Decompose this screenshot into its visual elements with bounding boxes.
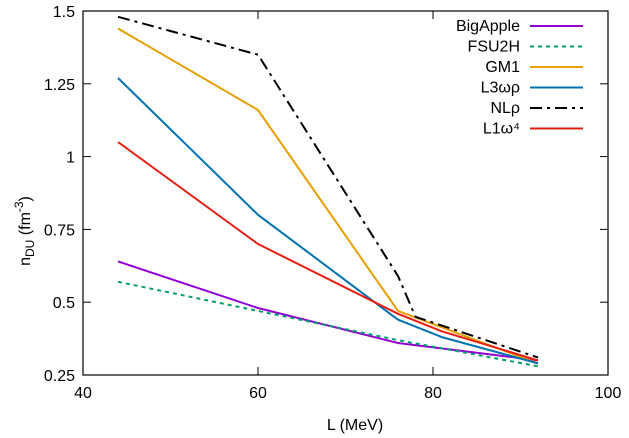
y-axis-label-unit-open: (fm <box>17 212 34 240</box>
x-axis-label: L (MeV) <box>327 417 383 434</box>
series-line-4 <box>117 77 539 365</box>
series-line-2 <box>117 280 539 368</box>
y-axis-label: nDU (fm-3) <box>12 196 37 266</box>
x-tick-label: 40 <box>74 385 92 402</box>
series-line-1 <box>117 260 539 362</box>
x-tick-label: 60 <box>249 385 267 402</box>
y-axis-label-base: n <box>17 257 34 266</box>
legend-label-2: FSU2H <box>468 39 520 56</box>
y-tick-label: 0.75 <box>44 222 75 239</box>
y-tick-label: 0.25 <box>44 368 75 385</box>
legend-label-5: NLρ <box>490 100 520 117</box>
y-axis-label-sup: -3 <box>12 201 26 212</box>
y-tick-label: 1.25 <box>44 77 75 94</box>
legend-label-3: GM1 <box>485 59 520 76</box>
legend-label-4: L3ωρ <box>481 80 520 97</box>
y-axis-label-unit-close: ) <box>17 196 34 201</box>
series-line-5 <box>117 15 539 359</box>
x-tick-label: 80 <box>424 385 442 402</box>
y-axis-label-sub: DU <box>23 240 37 257</box>
legend-label-6: L1ω⁴ <box>483 121 520 138</box>
legend-label-1: BigApple <box>456 18 520 35</box>
x-tick-label: 100 <box>595 385 622 402</box>
y-tick-label: 1.5 <box>53 4 75 21</box>
series-line-6 <box>117 141 539 362</box>
plot-frame <box>82 10 609 376</box>
series-line-3 <box>117 27 539 365</box>
y-tick-label: 1 <box>66 150 75 167</box>
y-tick-label: 0.5 <box>53 295 75 312</box>
